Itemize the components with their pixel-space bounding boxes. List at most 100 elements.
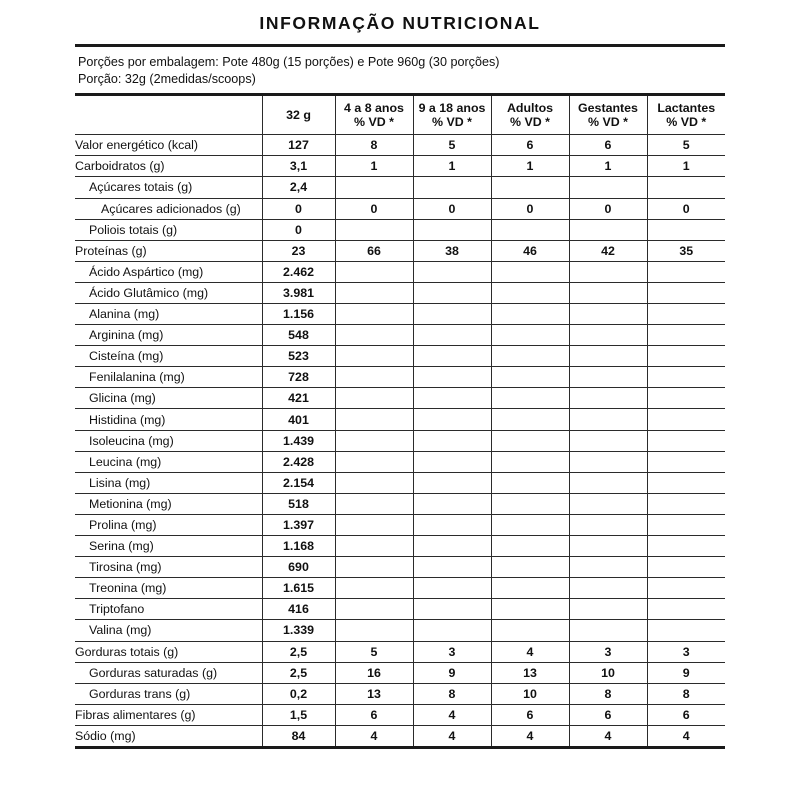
- nutrient-vd-3: [491, 430, 570, 452]
- title-divider: [75, 44, 725, 48]
- nutrient-vd-5: [647, 430, 725, 452]
- nutrient-vd-5: [647, 219, 725, 241]
- nutrient-vd-3: [491, 261, 570, 283]
- nutrient-vd-4: 0: [569, 198, 648, 220]
- nutrient-name: Ácido Glutâmico (mg): [75, 282, 263, 305]
- table-row: Metionina (mg) 518: [75, 493, 725, 515]
- header-line-primary: 32 g: [286, 108, 311, 123]
- nutrient-name: Poliois totais (g): [75, 219, 263, 241]
- nutrient-name: Ácido Aspártico (mg): [75, 261, 263, 283]
- table-row: Proteínas (g) 23 66 38 46 42 35: [75, 240, 725, 262]
- nutrient-vd-2: [413, 577, 492, 600]
- nutrient-vd-2: [413, 430, 492, 452]
- nutrient-name: Valor energético (kcal): [75, 134, 263, 157]
- header-line-secondary: % VD *: [354, 115, 394, 130]
- nutrient-vd-2: 8: [413, 683, 492, 705]
- table-header-cell-blank: [75, 94, 263, 136]
- table-row: Histidina (mg) 401: [75, 408, 725, 431]
- nutrient-amount: 3.981: [262, 282, 336, 305]
- nutrient-name: Triptofano: [75, 598, 263, 621]
- nutrient-vd-3: 6: [491, 134, 570, 157]
- nutrient-vd-1: [335, 472, 414, 494]
- table-row: Gorduras totais (g) 2,5 5 3 4 3 3: [75, 641, 725, 663]
- nutrient-vd-4: 1: [569, 155, 648, 178]
- nutrient-amount: 1.615: [262, 577, 336, 600]
- header-line-secondary: % VD *: [588, 115, 628, 130]
- serving-size: Porção: 32g (2medidas/scoops): [78, 71, 256, 86]
- table-row: Açúcares totais (g) 2,4: [75, 176, 725, 199]
- nutrient-vd-3: 6: [491, 704, 570, 726]
- nutrient-vd-3: [491, 324, 570, 347]
- nutrient-vd-1: 0: [335, 198, 414, 220]
- table-row: Leucina (mg) 2.428: [75, 451, 725, 473]
- nutrient-name: Treonina (mg): [75, 577, 263, 600]
- nutrient-vd-1: [335, 282, 414, 305]
- nutrient-amount: 23: [262, 240, 336, 262]
- nutrient-vd-1: [335, 430, 414, 452]
- nutrient-vd-2: 0: [413, 198, 492, 220]
- table-header-cell-3: 9 a 18 anos% VD *: [413, 94, 492, 136]
- table-row: Fenilalanina (mg) 728: [75, 366, 725, 389]
- nutrient-vd-1: 1: [335, 155, 414, 178]
- nutrient-vd-2: [413, 387, 492, 410]
- nutrient-name: Gorduras saturadas (g): [75, 662, 263, 684]
- nutrient-amount: 1.168: [262, 535, 336, 558]
- nutrient-vd-5: 1: [647, 155, 725, 178]
- nutrient-vd-5: [647, 451, 725, 473]
- nutrient-vd-5: [647, 366, 725, 389]
- nutrient-amount: 1.439: [262, 430, 336, 452]
- nutrient-vd-5: [647, 408, 725, 431]
- nutrient-vd-4: [569, 430, 648, 452]
- header-line-secondary: % VD *: [510, 115, 550, 130]
- nutrient-vd-3: 4: [491, 725, 570, 748]
- nutrient-vd-5: 9: [647, 662, 725, 684]
- nutrient-vd-4: [569, 556, 648, 579]
- header-line-primary: 9 a 18 anos: [418, 101, 486, 116]
- nutrient-vd-2: [413, 324, 492, 347]
- table-row: Serina (mg) 1.168: [75, 535, 725, 558]
- nutrient-vd-3: [491, 176, 570, 199]
- nutrient-vd-5: [647, 387, 725, 410]
- nutrient-vd-2: [413, 493, 492, 515]
- nutrient-vd-5: [647, 598, 725, 621]
- nutrient-vd-4: 42: [569, 240, 648, 262]
- nutrient-vd-3: 4: [491, 641, 570, 663]
- nutrient-amount: 0: [262, 198, 336, 220]
- nutrient-vd-5: 6: [647, 704, 725, 726]
- nutrient-name: Açúcares adicionados (g): [75, 198, 263, 220]
- nutrient-vd-1: [335, 556, 414, 579]
- header-line-primary: Adultos: [506, 101, 554, 116]
- nutrient-vd-4: [569, 577, 648, 600]
- nutrient-vd-4: 10: [569, 662, 648, 684]
- nutrient-amount: 518: [262, 493, 336, 515]
- nutrient-vd-3: 10: [491, 683, 570, 705]
- nutrient-name: Prolina (mg): [75, 514, 263, 537]
- nutrient-name: Histidina (mg): [75, 408, 263, 431]
- nutrient-vd-5: [647, 514, 725, 537]
- nutrient-vd-2: [413, 261, 492, 283]
- nutrient-vd-5: [647, 535, 725, 558]
- nutrient-vd-4: [569, 261, 648, 283]
- header-line-secondary: % VD *: [666, 115, 707, 130]
- nutrient-vd-3: 46: [491, 240, 570, 262]
- nutrient-name: Metionina (mg): [75, 493, 263, 515]
- nutrient-vd-4: [569, 176, 648, 199]
- nutrient-name: Lisina (mg): [75, 472, 263, 494]
- table-row: Cisteína (mg) 523: [75, 345, 725, 368]
- table-header-cell-5: Gestantes% VD *: [569, 94, 648, 136]
- nutrient-vd-1: [335, 451, 414, 473]
- table-row: Carboidratos (g) 3,1 1 1 1 1 1: [75, 155, 725, 178]
- nutrient-amount: 0,2: [262, 683, 336, 705]
- nutrient-vd-5: [647, 261, 725, 283]
- nutrient-vd-1: [335, 577, 414, 600]
- nutrient-amount: 728: [262, 366, 336, 389]
- nutrient-vd-4: [569, 366, 648, 389]
- nutrient-vd-4: [569, 493, 648, 515]
- nutrient-vd-5: 0: [647, 198, 725, 220]
- table-header-cell-4: Adultos% VD *: [491, 94, 570, 136]
- nutrient-vd-3: 1: [491, 155, 570, 178]
- nutrient-name: Glicina (mg): [75, 387, 263, 410]
- nutrient-amount: 690: [262, 556, 336, 579]
